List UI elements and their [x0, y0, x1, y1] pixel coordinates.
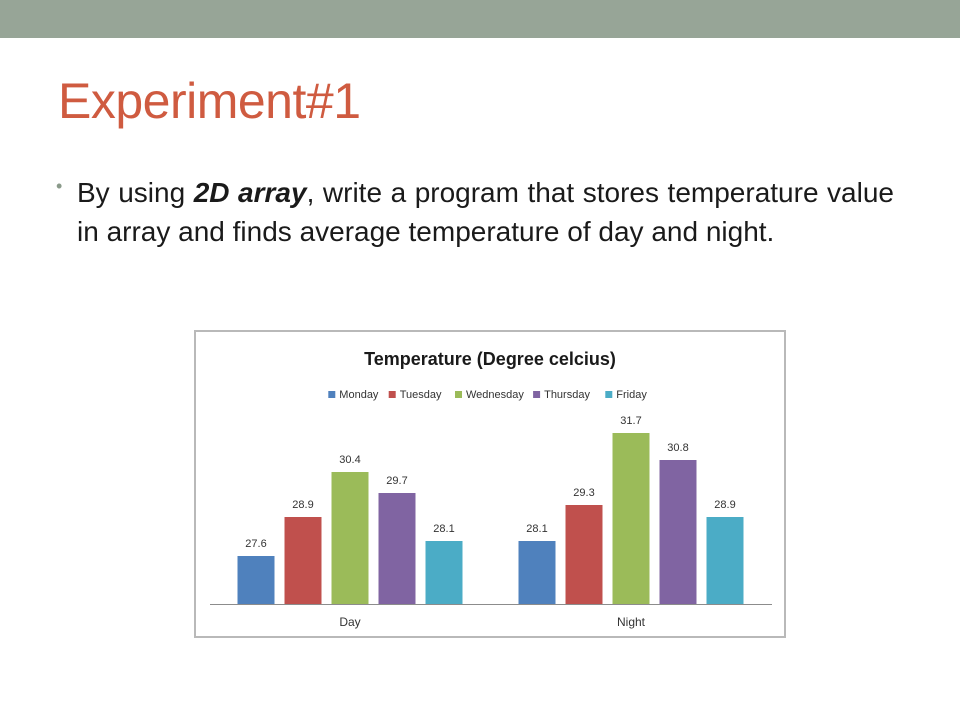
legend-swatch-monday	[328, 391, 336, 398]
temperature-chart: Temperature (Degree celcius) Monday Tuesd…	[210, 349, 772, 629]
bullet-text-part1: By using	[77, 177, 194, 208]
bar-night-wednesday	[612, 433, 650, 604]
category-label-day: Day	[339, 615, 360, 629]
data-label-day-tuesday: 28.9	[292, 499, 313, 511]
bar-day-wednesday	[331, 472, 369, 604]
bar-day-tuesday	[284, 517, 322, 604]
chart-legend: Monday Tuesday Wednesday Thursday Friday	[328, 389, 647, 401]
chart-bars: 27.6 28.9 30.4 29.7 28.1 28.1 29.3 31.7 30.8 28.9	[237, 415, 744, 604]
bullet-emphasis: 2D array	[193, 177, 307, 208]
data-label-night-friday: 28.9	[714, 499, 735, 511]
legend-swatch-wednesday	[455, 391, 462, 398]
data-label-day-monday: 27.6	[245, 538, 266, 550]
chart-container: Temperature (Degree celcius) Monday Tuesd…	[194, 330, 786, 638]
bar-night-tuesday	[565, 505, 603, 604]
bullet-text: By using 2D array, write a program that …	[77, 174, 894, 251]
legend-swatch-tuesday	[388, 391, 396, 398]
chart-title: Temperature (Degree celcius)	[364, 349, 616, 369]
data-label-night-tuesday: 29.3	[573, 487, 594, 499]
category-label-night: Night	[617, 615, 646, 629]
legend-label-tuesday: Tuesday	[400, 389, 442, 401]
legend-label-thursday: Thursday	[544, 389, 590, 401]
bar-night-thursday	[659, 460, 697, 604]
legend-swatch-thursday	[533, 391, 541, 398]
bar-day-thursday	[378, 493, 416, 604]
data-label-day-thursday: 29.7	[386, 475, 407, 487]
category-labels: Day Night	[339, 615, 645, 629]
bullet-dot-icon: •	[56, 176, 63, 196]
data-label-day-wednesday: 30.4	[339, 454, 360, 466]
bar-night-monday	[518, 541, 556, 604]
legend-label-monday: Monday	[339, 389, 379, 401]
data-label-night-thursday: 30.8	[667, 442, 688, 454]
slide-top-bar	[0, 0, 960, 38]
data-label-day-friday: 28.1	[433, 523, 454, 535]
bar-night-friday	[706, 517, 744, 604]
bullet-text-part2: , write a program that stores temperatur…	[77, 177, 894, 247]
legend-label-friday: Friday	[616, 389, 647, 401]
slide-title: Experiment#1	[58, 73, 361, 129]
bar-day-friday	[425, 541, 463, 604]
data-label-night-wednesday: 31.7	[620, 415, 641, 427]
bar-day-monday	[237, 556, 275, 604]
legend-label-wednesday: Wednesday	[466, 389, 524, 401]
data-label-night-monday: 28.1	[526, 523, 547, 535]
legend-swatch-friday	[605, 391, 613, 398]
